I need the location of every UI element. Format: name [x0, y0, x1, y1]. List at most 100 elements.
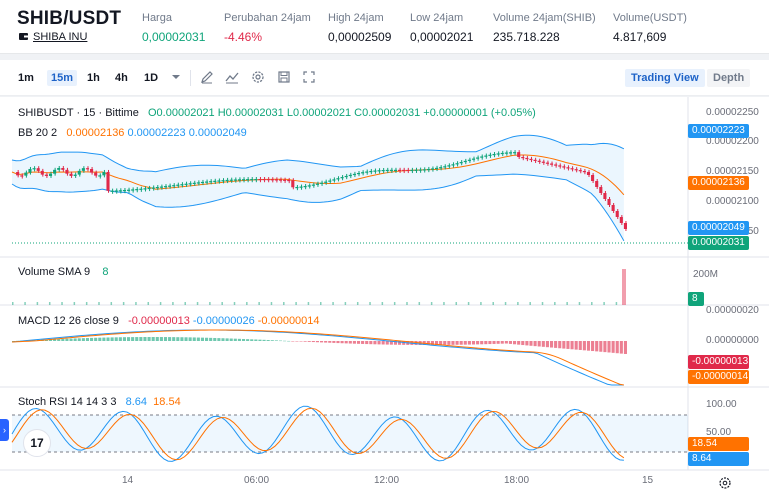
macd-hist-bar — [586, 341, 591, 351]
macd-signal-line — [11, 329, 624, 386]
candle-body — [28, 168, 32, 173]
candle-body — [262, 179, 266, 181]
draw-icon[interactable] — [199, 69, 215, 85]
volume-usdt-label: Volume(USDT) — [613, 12, 687, 24]
candle-body — [434, 167, 439, 170]
candle-body — [615, 211, 619, 217]
volume-bar — [344, 302, 347, 305]
macd-hist-bar — [168, 337, 172, 341]
candle-body — [143, 188, 147, 190]
volume-bar — [172, 302, 174, 305]
candle-body — [73, 174, 77, 176]
macd-hist-bar — [549, 341, 554, 348]
coin-name-link[interactable]: SHIBA INU — [33, 31, 88, 43]
candle-body — [155, 187, 159, 189]
macd-hist-bar — [176, 337, 180, 341]
candle-body — [529, 158, 533, 161]
candle-body — [250, 179, 254, 181]
volume-usdt-value: 4.817,609 — [613, 30, 667, 44]
settings-icon[interactable] — [250, 69, 266, 85]
macd-hist-bar — [233, 338, 237, 341]
volume-bar — [73, 302, 76, 305]
candle-body — [200, 181, 205, 184]
timeframe-1h[interactable]: 1h — [87, 72, 100, 84]
macd-hist-bar — [463, 341, 467, 345]
bb-upper-line — [11, 134, 625, 173]
macd-hist-bar — [81, 338, 85, 341]
volume-bar — [356, 302, 359, 305]
volume-bar — [122, 302, 125, 305]
timeframe-15m[interactable]: 15m — [47, 70, 78, 86]
macd-hist-bar — [348, 341, 352, 344]
save-icon[interactable] — [276, 69, 292, 85]
timeframe-1d[interactable]: 1D — [144, 72, 159, 84]
macd-hist-bar — [213, 337, 217, 341]
macd-hist-bar — [385, 341, 389, 345]
macd-hist-bar — [340, 341, 344, 344]
candle-body — [549, 163, 554, 165]
macd-hist-bar — [135, 337, 139, 341]
macd-hist-bar — [545, 341, 549, 348]
chart-container[interactable]: SHIBUSDT · 15 · Bittime O0.00002021 H0.0… — [0, 97, 769, 497]
macd-hist-bar — [336, 341, 340, 344]
candle-body — [147, 187, 151, 190]
candle-body — [476, 157, 480, 159]
macd-hist-bar — [443, 341, 447, 345]
candle-body — [537, 160, 541, 162]
macd-hist-bar — [389, 341, 393, 345]
candle-body — [274, 179, 278, 181]
volume-bar — [48, 302, 51, 305]
volume-bar — [320, 302, 322, 305]
low-24h-label: Low 24jam — [410, 12, 464, 24]
macd-hist-bar — [381, 341, 385, 345]
macd-hist-bar — [205, 337, 209, 341]
candle-body — [418, 169, 422, 171]
candle-body — [623, 223, 627, 229]
macd-hist-bar — [283, 340, 287, 342]
volume-bar — [110, 302, 113, 305]
macd-legend: MACD 12 26 close 9 -0.00000013 -0.000000… — [18, 315, 320, 327]
trading-view-tab[interactable]: Trading View — [625, 69, 705, 87]
last-price-tag: 0.00002031 — [688, 236, 749, 250]
volume-bar — [369, 302, 371, 305]
candle-body — [422, 169, 426, 171]
candle-body — [217, 180, 221, 182]
chart-settings-icon[interactable] — [718, 476, 732, 490]
macd-hist-bar — [525, 341, 529, 346]
macd-hist-bar — [217, 338, 221, 341]
macd-hist-bar — [603, 341, 607, 353]
volume-legend: Volume SMA 9 8 — [18, 266, 109, 278]
macd-hist-bar — [361, 341, 365, 344]
timeframe-4h[interactable]: 4h — [115, 72, 128, 84]
macd-hist-bar — [496, 341, 500, 344]
candle-body — [586, 171, 591, 175]
volume-bar — [455, 302, 458, 305]
macd-hist-bar — [377, 341, 381, 345]
fullscreen-icon[interactable] — [301, 69, 317, 85]
candle-body — [320, 182, 324, 184]
timeframe-1m[interactable]: 1m — [18, 72, 34, 84]
candle-body — [348, 174, 352, 177]
collapse-panel-handle[interactable]: › — [0, 419, 9, 441]
candle-body — [246, 179, 250, 181]
macd-hist-bar — [65, 338, 69, 341]
candle-body — [283, 179, 287, 181]
candle-body — [163, 186, 168, 188]
macd-hist-bar — [332, 341, 336, 343]
candle-body — [496, 153, 500, 155]
volume-bar — [504, 302, 507, 305]
candle-body — [44, 174, 48, 176]
indicators-icon[interactable] — [224, 69, 240, 85]
chevron-down-icon[interactable] — [168, 69, 184, 85]
volume-bar — [566, 302, 568, 305]
macd-hist-bar — [209, 337, 213, 341]
price-axis-tick: 0.00002250 — [706, 107, 759, 118]
volume-bar — [406, 302, 408, 305]
chart-canvas[interactable] — [0, 97, 769, 497]
depth-tab[interactable]: Depth — [707, 69, 751, 87]
price-axis-tick: 0.00002100 — [706, 196, 759, 207]
candle-body — [139, 188, 143, 190]
volume-bar — [24, 302, 26, 305]
macd-hist-bar — [274, 340, 278, 341]
price-axis-tick: 0.00002200 — [706, 136, 759, 147]
